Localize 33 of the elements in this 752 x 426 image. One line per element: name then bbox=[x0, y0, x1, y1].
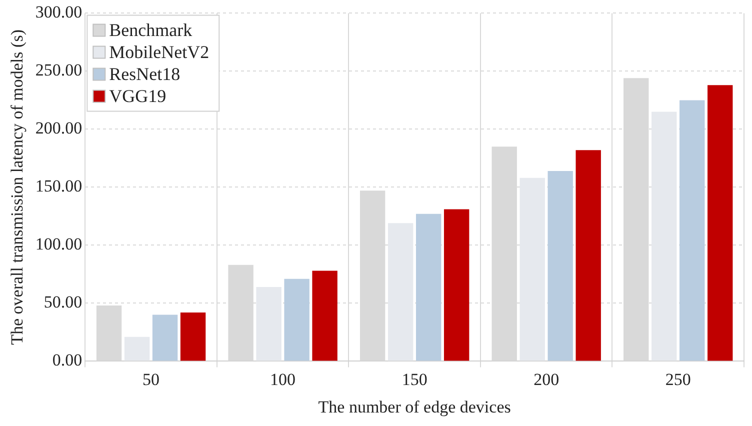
bar bbox=[444, 209, 470, 361]
bar bbox=[652, 112, 677, 361]
y-tick-label: 50.00 bbox=[44, 292, 82, 312]
bar bbox=[284, 278, 310, 361]
y-tick-label: 300.00 bbox=[35, 2, 82, 22]
bar bbox=[708, 85, 733, 361]
x-axis-title: The number of edge devices bbox=[318, 397, 511, 416]
legend-label: VGG19 bbox=[109, 86, 166, 106]
bar bbox=[180, 312, 206, 361]
y-tick-label: 200.00 bbox=[35, 118, 82, 138]
y-tick-label: 150.00 bbox=[35, 176, 82, 196]
legend-label: Benchmark bbox=[109, 20, 192, 40]
y-tick-label: 0.00 bbox=[52, 350, 82, 370]
bar bbox=[520, 178, 545, 361]
bar bbox=[152, 314, 178, 361]
bar bbox=[312, 270, 338, 361]
x-tick-label: 50 bbox=[142, 370, 160, 389]
legend-label: MobileNetV2 bbox=[109, 42, 210, 62]
x-tick-label: 200 bbox=[534, 370, 560, 389]
legend-label: ResNet18 bbox=[109, 64, 180, 84]
bar bbox=[576, 150, 601, 361]
y-axis-title: The overall transmission latency of models (s) bbox=[8, 30, 27, 345]
x-tick-label: 100 bbox=[270, 370, 296, 389]
x-tick-label: 150 bbox=[402, 370, 428, 389]
bar bbox=[416, 214, 442, 361]
y-tick-label: 250.00 bbox=[35, 60, 82, 80]
bar bbox=[680, 100, 705, 361]
bar bbox=[388, 223, 414, 361]
bar bbox=[548, 170, 573, 361]
x-tick-label: 250 bbox=[665, 370, 691, 389]
y-tick-label: 100.00 bbox=[35, 234, 82, 254]
bar bbox=[256, 286, 282, 361]
bar bbox=[124, 336, 150, 361]
